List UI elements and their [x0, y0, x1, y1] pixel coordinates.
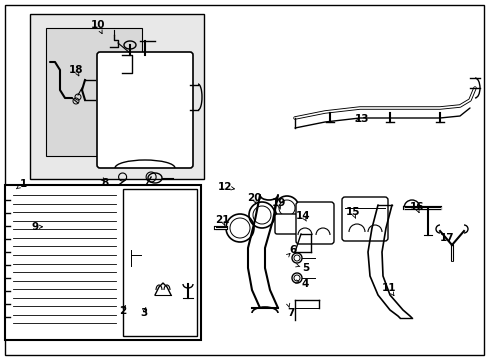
Text: 12: 12 — [217, 182, 232, 192]
Text: 20: 20 — [246, 193, 261, 203]
Bar — [5, 185, 201, 340]
Text: 9: 9 — [32, 222, 39, 232]
Text: 10: 10 — [90, 20, 105, 30]
FancyBboxPatch shape — [97, 52, 193, 168]
Text: 5: 5 — [302, 263, 308, 273]
FancyBboxPatch shape — [341, 197, 387, 241]
Text: 3: 3 — [141, 308, 147, 318]
Text: 16: 16 — [408, 202, 423, 212]
Text: 13: 13 — [354, 114, 368, 124]
Text: 8: 8 — [102, 178, 108, 188]
Text: 1: 1 — [20, 179, 27, 189]
Bar — [46, 28, 142, 156]
Bar — [122, 189, 197, 336]
Text: 7: 7 — [286, 308, 294, 318]
Text: 21: 21 — [215, 215, 229, 225]
FancyBboxPatch shape — [274, 214, 298, 234]
Text: 14: 14 — [295, 211, 310, 221]
Text: 6: 6 — [289, 245, 296, 255]
Bar — [30, 14, 203, 179]
Text: 15: 15 — [345, 207, 360, 217]
Text: 4: 4 — [301, 279, 309, 289]
Text: 17: 17 — [439, 233, 454, 243]
FancyBboxPatch shape — [295, 202, 333, 244]
Text: 18: 18 — [68, 65, 83, 75]
Text: 2: 2 — [119, 306, 125, 316]
Text: 11: 11 — [381, 283, 395, 293]
Text: 19: 19 — [271, 198, 285, 208]
